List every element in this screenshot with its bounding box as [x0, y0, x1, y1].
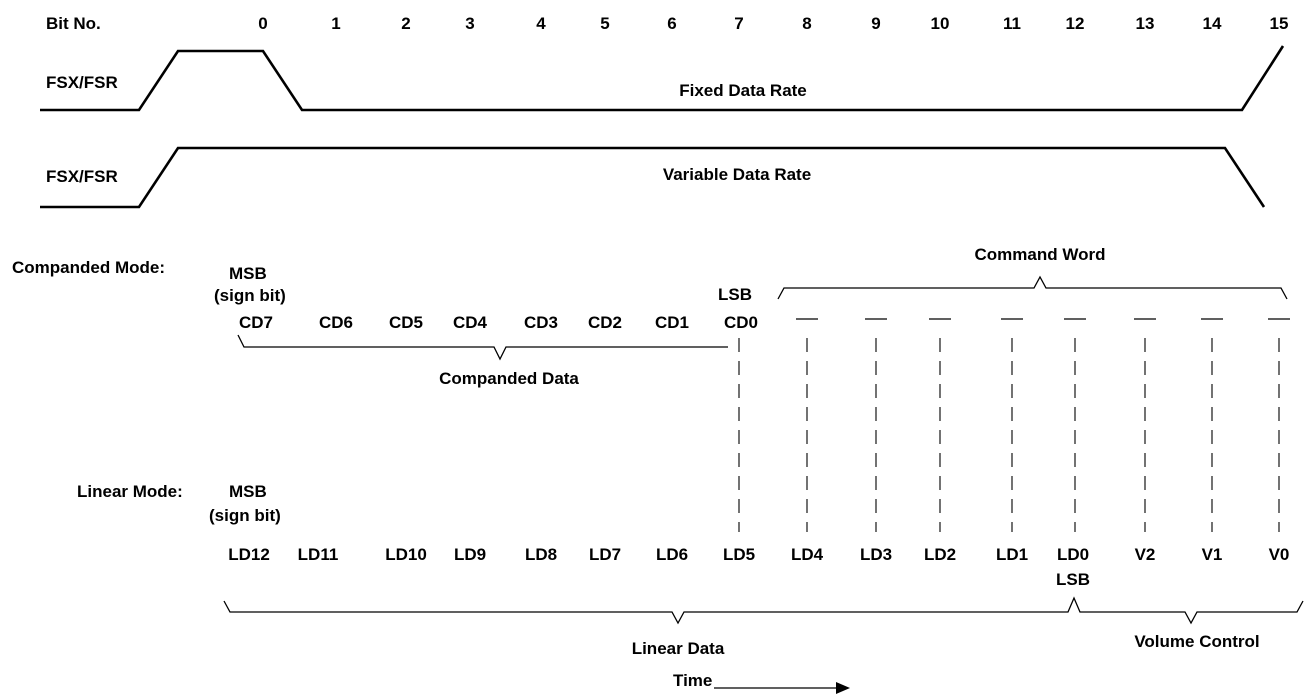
bit-number: 5 [600, 14, 609, 33]
companded-mode-label: Companded Mode: [12, 258, 165, 277]
bit-number: 10 [931, 14, 950, 33]
linear-bit-label: LD4 [791, 545, 824, 564]
linear-bit-label: V2 [1135, 545, 1156, 564]
bit-number: 8 [802, 14, 811, 33]
linear-bit-row: LD12 LD11 LD10 LD9 LD8 LD7 LD6 LD5 LD4 LD3 LD2 LD1 L… [228, 545, 1289, 564]
companded-bit-label: CD3 [524, 313, 558, 332]
bit-number: 14 [1203, 14, 1222, 33]
variable-signal-label: FSX/FSR [46, 167, 118, 186]
bit-number: 6 [667, 14, 676, 33]
linear-bit-label: LD12 [228, 545, 270, 564]
volume-control-label: Volume Control [1134, 632, 1259, 651]
bit-number: 3 [465, 14, 474, 33]
companded-bit-label: CD1 [655, 313, 689, 332]
fixed-rate-waveform [40, 45, 1285, 112]
linear-bit-label: LD10 [385, 545, 427, 564]
bit-number: 4 [536, 14, 546, 33]
variable-rate-waveform [40, 146, 1266, 209]
companded-bit-label: CD6 [319, 313, 353, 332]
companded-bit-row: CD7 CD6 CD5 CD4 CD3 CD2 CD1 CD0 [239, 313, 758, 332]
linear-bit-label: LD5 [723, 545, 755, 564]
time-label: Time [673, 671, 712, 690]
bit-number: 2 [401, 14, 410, 33]
linear-bit-label: LD9 [454, 545, 486, 564]
bit-number-row: 0 1 2 3 4 5 6 7 8 9 10 11 12 13 14 15 [258, 14, 1288, 33]
bit-no-label: Bit No. [46, 14, 101, 33]
linear-bit-label: LD7 [589, 545, 621, 564]
bit-number: 15 [1270, 14, 1289, 33]
command-word-brace [777, 275, 1288, 300]
companded-bit-label: CD5 [389, 313, 423, 332]
linear-bit-label: LD2 [924, 545, 956, 564]
command-word-label: Command Word [975, 245, 1106, 264]
bit-number: 9 [871, 14, 880, 33]
companded-bit-label: CD4 [453, 313, 488, 332]
companded-msb-label: MSB [229, 264, 267, 283]
linear-msb-sub: (sign bit) [209, 506, 281, 525]
linear-bit-label: LD8 [525, 545, 557, 564]
bit-number: 0 [258, 14, 267, 33]
linear-bit-label: V0 [1269, 545, 1290, 564]
bit-number: 11 [1003, 14, 1021, 33]
linear-data-brace [223, 596, 1304, 625]
linear-bit-label: LD3 [860, 545, 892, 564]
fixed-signal-label: FSX/FSR [46, 73, 118, 92]
linear-bit-label: LD11 [298, 545, 339, 564]
linear-msb-label: MSB [229, 482, 267, 501]
bit-number: 12 [1066, 14, 1085, 33]
time-arrow-head [836, 682, 850, 694]
linear-bit-label: LD1 [996, 545, 1028, 564]
companded-bit-label: CD7 [239, 313, 273, 332]
linear-lsb-label: LSB [1056, 570, 1090, 589]
companded-bit-label: CD2 [588, 313, 622, 332]
linear-data-label: Linear Data [632, 639, 725, 658]
companded-msb-sub: (sign bit) [214, 286, 286, 305]
linear-bit-label: LD0 [1057, 545, 1089, 564]
bit-number: 13 [1136, 14, 1155, 33]
variable-rate-label: Variable Data Rate [663, 165, 811, 184]
bit-number: 7 [734, 14, 743, 33]
companded-data-brace [237, 334, 728, 361]
linear-bit-label: V1 [1202, 545, 1223, 564]
linear-bit-label: LD6 [656, 545, 688, 564]
companded-data-label: Companded Data [439, 369, 579, 388]
companded-bit-label: CD0 [724, 313, 758, 332]
linear-mode-label: Linear Mode: [77, 482, 183, 501]
fixed-rate-label: Fixed Data Rate [679, 81, 807, 100]
bit-alignment-lines [738, 338, 1280, 532]
companded-lsb-label: LSB [718, 285, 752, 304]
bit-number: 1 [331, 14, 340, 33]
